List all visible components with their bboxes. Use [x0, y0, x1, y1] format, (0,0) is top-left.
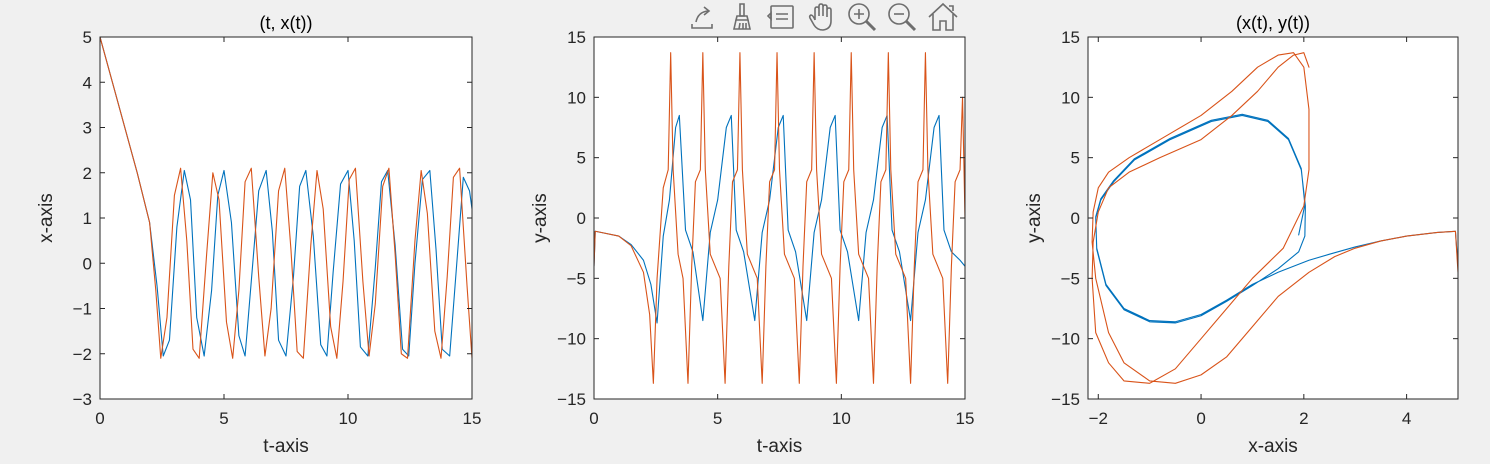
series-line-1: [1095, 113, 1458, 324]
y-tick-label: −10: [1051, 330, 1080, 349]
x-tick-label: 15: [463, 409, 482, 428]
plot-3: −2 0 2 4 −15 −10 −5 0 5 10 15 x-axis y-axis (x(t), y(…: [1024, 13, 1459, 457]
y-tick-label: −15: [557, 390, 586, 409]
y-tick-label: 0: [577, 209, 586, 228]
y-tick-label: 10: [1061, 88, 1080, 107]
y-axis-label: x-axis: [36, 193, 57, 243]
y-tick-label: 5: [577, 149, 586, 168]
zoom-out-icon[interactable]: [886, 2, 918, 32]
pan-icon[interactable]: [806, 2, 838, 32]
y-tick-label: −2: [73, 345, 92, 364]
y-tick-label: 2: [83, 164, 92, 183]
y-tick-label: 15: [1061, 28, 1080, 47]
x-tick-label: 10: [339, 409, 358, 428]
x-tick-label: 0: [95, 409, 104, 428]
plot-1: 0 5 10 15 −3 −2 −1 0 1 2 3 4 5 t-axis x-axis (t, x(t)): [36, 13, 481, 457]
y-axis-label: y-axis: [1024, 193, 1045, 243]
x-tick-label: 2: [1299, 409, 1308, 428]
y-tick-label: 5: [1071, 149, 1080, 168]
home-icon[interactable]: [926, 2, 960, 32]
plot-area[interactable]: [594, 37, 965, 399]
x-axis-label: t-axis: [757, 436, 802, 457]
series-line-1: [100, 37, 472, 357]
y-tick-label: 3: [83, 119, 92, 138]
y-tick-label: −10: [557, 330, 586, 349]
y-axis-label: y-axis: [530, 193, 551, 243]
y-tick-label: 4: [83, 73, 92, 92]
x-tick-label: 4: [1402, 409, 1411, 428]
plot-area[interactable]: [1088, 37, 1458, 399]
y-tick-label: 15: [567, 28, 586, 47]
y-tick-label: 5: [83, 28, 92, 47]
brush-icon[interactable]: [726, 2, 758, 32]
y-tick-label: −1: [73, 300, 92, 319]
x-axis-label: t-axis: [263, 436, 308, 457]
plot-title: (t, x(t)): [260, 13, 313, 33]
x-tick-label: 5: [713, 409, 722, 428]
x-tick-label: 0: [1196, 409, 1205, 428]
x-tick-label: 0: [589, 409, 598, 428]
y-tick-label: 10: [567, 88, 586, 107]
x-axis-label: x-axis: [1248, 436, 1298, 457]
y-tick-label: 0: [1071, 209, 1080, 228]
series-line-2: [1091, 52, 1458, 384]
y-tick-label: −5: [567, 269, 586, 288]
y-tick-label: 0: [83, 254, 92, 273]
zoom-in-icon[interactable]: [846, 2, 878, 32]
y-tick-label: −15: [1051, 390, 1080, 409]
series-group: [1091, 52, 1458, 384]
plot-title: (x(t), y(t)): [1236, 13, 1310, 33]
series-line-2: [594, 52, 965, 384]
x-tick-label: 5: [219, 409, 228, 428]
x-tick-label: 15: [956, 409, 975, 428]
y-tick-label: −5: [1061, 269, 1080, 288]
plot-area[interactable]: [100, 37, 472, 399]
y-tick-label: 1: [83, 209, 92, 228]
datatips-icon[interactable]: [766, 2, 798, 32]
y-tick-label: −3: [73, 390, 92, 409]
series-line-2: [100, 37, 472, 359]
export-icon[interactable]: [688, 2, 720, 32]
plot-2: 0 5 10 15 −15 −10 −5 0 5 10 15 t-axis y-axis: [530, 28, 974, 457]
series-group: [594, 52, 965, 384]
x-tick-label: −2: [1089, 409, 1108, 428]
series-group: [100, 37, 472, 359]
x-tick-label: 10: [832, 409, 851, 428]
axes-toolbar: [688, 2, 960, 32]
